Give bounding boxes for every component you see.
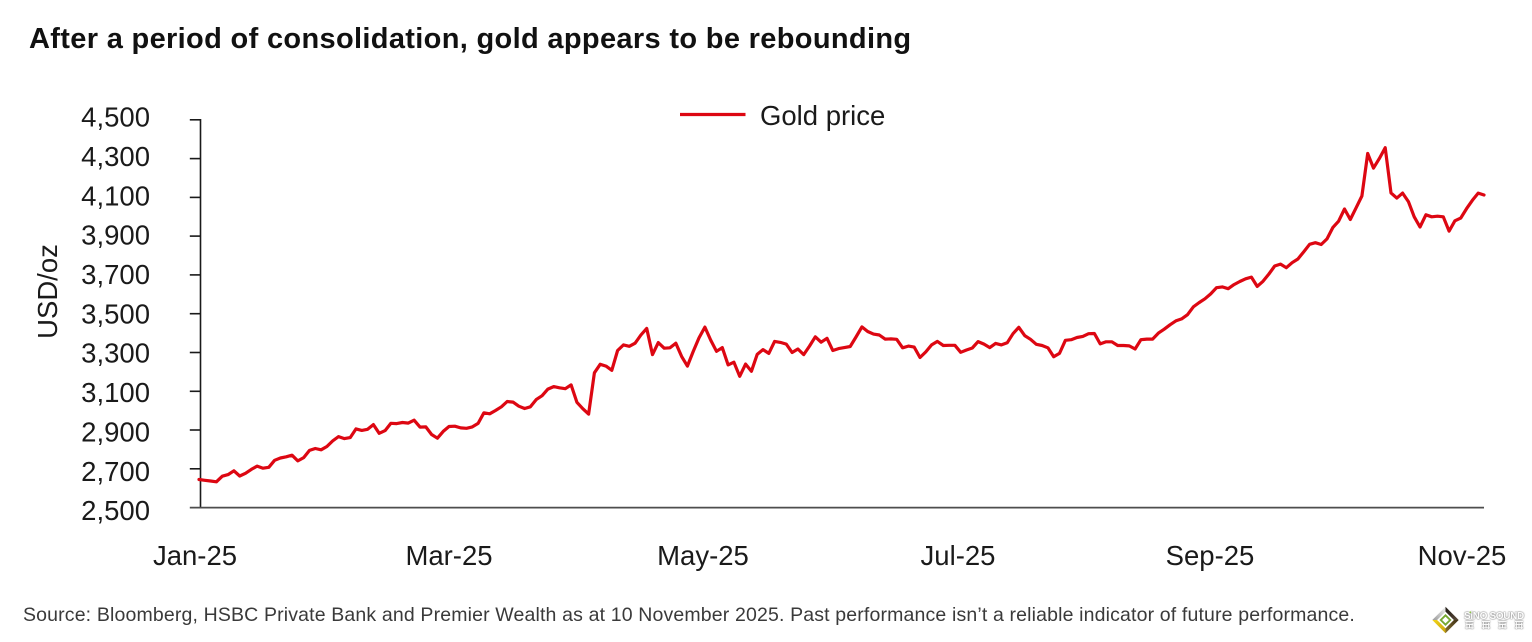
svg-text:Mar-25: Mar-25 [405, 540, 492, 571]
svg-text:SiNO SOUND: SiNO SOUND [1464, 611, 1524, 622]
svg-text:3,100: 3,100 [81, 377, 150, 408]
svg-text:May-25: May-25 [657, 540, 749, 571]
svg-text:4,500: 4,500 [81, 102, 150, 133]
svg-text:SiNO SOUND: SiNO SOUND [1464, 611, 1524, 622]
svg-text:3,700: 3,700 [81, 259, 150, 290]
svg-text:3,900: 3,900 [81, 220, 150, 251]
svg-text:2,500: 2,500 [81, 495, 150, 526]
svg-text:Jul-25: Jul-25 [921, 540, 996, 571]
svg-text:Jan-25: Jan-25 [153, 540, 237, 571]
svg-text:Nov-25: Nov-25 [1418, 540, 1507, 571]
svg-text:SiNO SOUND: SiNO SOUND [1464, 611, 1524, 622]
svg-text:2,900: 2,900 [81, 416, 150, 447]
svg-text:3,500: 3,500 [81, 298, 150, 329]
svg-text:Sep-25: Sep-25 [1166, 540, 1255, 571]
svg-text:4,300: 4,300 [81, 141, 150, 172]
svg-text:USD/oz: USD/oz [32, 244, 63, 339]
svg-text:3,300: 3,300 [81, 338, 150, 369]
svg-text:Gold price: Gold price [760, 100, 885, 131]
svg-text:4,100: 4,100 [81, 180, 150, 211]
svg-text:2,700: 2,700 [81, 456, 150, 487]
